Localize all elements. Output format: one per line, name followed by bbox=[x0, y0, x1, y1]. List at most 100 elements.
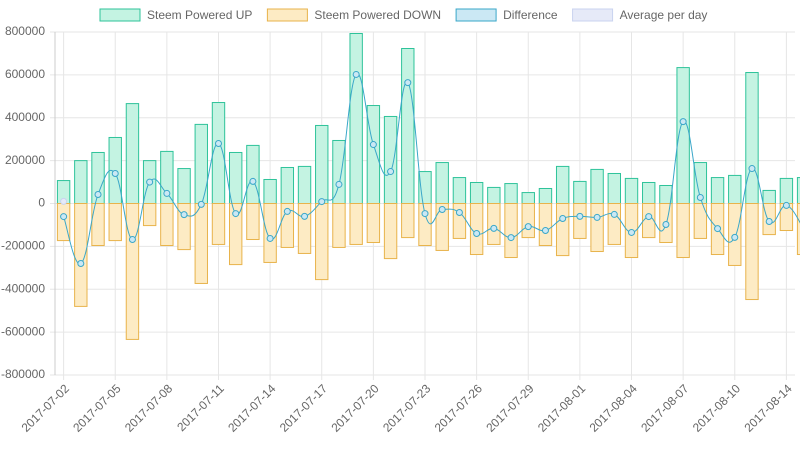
bar bbox=[366, 105, 381, 204]
bar bbox=[573, 203, 587, 239]
legend-swatch bbox=[572, 8, 614, 22]
point bbox=[731, 233, 739, 241]
bar bbox=[229, 203, 243, 266]
bar bbox=[229, 151, 243, 204]
point bbox=[214, 139, 222, 147]
bar bbox=[435, 203, 449, 251]
point bbox=[421, 210, 429, 218]
bar bbox=[194, 203, 208, 284]
point bbox=[369, 141, 377, 149]
bar bbox=[108, 203, 122, 242]
bar bbox=[297, 165, 312, 205]
bar bbox=[263, 178, 277, 205]
point bbox=[146, 178, 154, 186]
point bbox=[318, 198, 326, 206]
bar bbox=[590, 168, 604, 204]
x-tick-label: 2017-08-07 bbox=[638, 381, 692, 435]
y-tick-label: 800000 bbox=[5, 24, 45, 38]
bar bbox=[401, 48, 415, 204]
bar bbox=[487, 203, 501, 245]
bar bbox=[745, 203, 759, 301]
bar bbox=[538, 187, 553, 204]
x-tick-label: 2017-07-08 bbox=[122, 381, 176, 435]
bar bbox=[796, 203, 800, 256]
bar bbox=[177, 203, 191, 251]
point bbox=[77, 260, 85, 268]
point bbox=[765, 218, 773, 226]
point bbox=[352, 70, 360, 78]
bar bbox=[693, 203, 708, 239]
y-tick-label: -800000 bbox=[1, 367, 45, 381]
x-tick-label: 2017-07-29 bbox=[483, 381, 537, 435]
point bbox=[94, 190, 102, 198]
point bbox=[507, 234, 515, 242]
point bbox=[576, 212, 584, 220]
x-tick-label: 2017-07-20 bbox=[328, 381, 382, 435]
point bbox=[404, 79, 412, 87]
bar bbox=[315, 124, 329, 204]
point bbox=[748, 165, 756, 173]
bar bbox=[590, 203, 604, 253]
bar bbox=[504, 183, 518, 204]
bar bbox=[487, 186, 501, 204]
x-tick-label: 2017-07-02 bbox=[19, 381, 73, 435]
legend-swatch bbox=[99, 8, 141, 22]
legend-label: Steem Powered DOWN bbox=[314, 8, 441, 22]
bar bbox=[452, 203, 467, 239]
point bbox=[645, 213, 653, 221]
bar bbox=[573, 180, 587, 204]
bar bbox=[779, 177, 794, 204]
x-tick-label: 2017-07-11 bbox=[174, 381, 227, 434]
bar bbox=[469, 181, 484, 205]
bar bbox=[246, 203, 260, 241]
legend-swatch bbox=[266, 8, 308, 22]
bar bbox=[452, 177, 467, 204]
bar bbox=[728, 174, 742, 204]
y-tick-label: 200000 bbox=[5, 153, 45, 167]
point bbox=[473, 230, 481, 238]
point bbox=[163, 189, 171, 197]
bar bbox=[332, 203, 346, 248]
x-tick-label: 2017-08-14 bbox=[741, 381, 795, 435]
bar bbox=[521, 203, 535, 239]
bar bbox=[142, 203, 157, 227]
bar bbox=[418, 203, 432, 247]
bar bbox=[469, 203, 484, 256]
bar bbox=[383, 203, 398, 260]
bar bbox=[125, 103, 140, 204]
legend-swatch bbox=[455, 8, 497, 22]
bar bbox=[607, 172, 621, 205]
legend: Steem Powered UP Steem Powered DOWN Differ… bbox=[99, 8, 707, 22]
legend-label: Steem Powered UP bbox=[147, 8, 252, 22]
point bbox=[301, 212, 309, 220]
point bbox=[662, 221, 670, 229]
bar bbox=[125, 203, 140, 340]
point bbox=[128, 236, 136, 244]
point bbox=[387, 168, 395, 176]
bar bbox=[521, 192, 535, 205]
bar bbox=[642, 181, 656, 205]
y-tick-label: -400000 bbox=[1, 281, 45, 295]
point bbox=[593, 213, 601, 221]
point bbox=[490, 224, 498, 232]
bar bbox=[177, 168, 191, 204]
x-tick-label: 2017-07-26 bbox=[432, 381, 486, 435]
point bbox=[610, 210, 618, 218]
y-tick-label: 0 bbox=[38, 196, 45, 210]
point bbox=[249, 177, 257, 185]
bar bbox=[383, 115, 398, 204]
x-tick-label: 2017-08-01 bbox=[535, 381, 589, 435]
bar bbox=[74, 203, 88, 307]
bar bbox=[435, 162, 449, 205]
y-tick-label: 400000 bbox=[5, 110, 45, 124]
bar bbox=[366, 203, 381, 244]
bar bbox=[91, 203, 105, 247]
point bbox=[455, 209, 463, 217]
x-tick-label: 2017-08-04 bbox=[587, 381, 641, 435]
bar bbox=[332, 139, 346, 205]
x-tick-label: 2017-07-14 bbox=[225, 381, 279, 435]
bar bbox=[315, 203, 329, 281]
bar bbox=[676, 203, 690, 259]
bar bbox=[607, 203, 621, 245]
